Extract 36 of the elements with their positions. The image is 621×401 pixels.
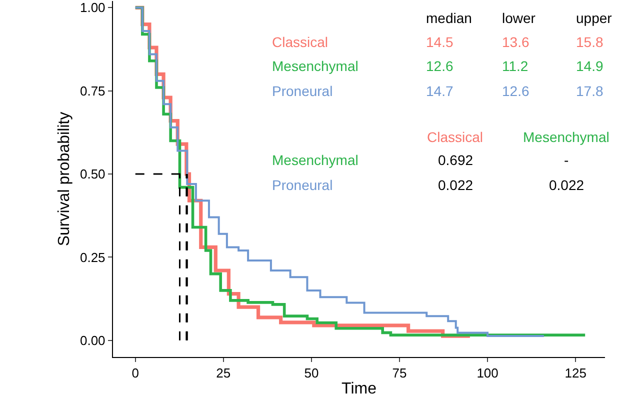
- annotation: 14.7: [426, 83, 454, 99]
- y-tick-label: 0.00: [80, 332, 106, 348]
- annotation: 13.6: [502, 34, 530, 50]
- annotation: 0.692: [438, 152, 474, 168]
- annotation: 14.5: [426, 34, 454, 50]
- annotation: 11.2: [502, 58, 528, 74]
- annotation: Mesenchymal: [272, 152, 358, 168]
- x-axis-title: Time: [342, 380, 377, 398]
- annotation: 0.022: [438, 177, 474, 193]
- annotation: 15.8: [576, 34, 604, 50]
- annotation: Proneural: [272, 83, 333, 99]
- annotation: 17.8: [576, 83, 604, 99]
- x-tick-label: 100: [476, 366, 498, 381]
- y-axis-title: Survival probability: [56, 112, 73, 246]
- x-tick-label: 75: [392, 366, 407, 381]
- annotation: median: [426, 10, 472, 26]
- annotation: 12.6: [426, 58, 454, 74]
- x-tick-label: 50: [304, 366, 319, 381]
- annotation: -: [564, 152, 569, 168]
- y-tick-label: 1.00: [80, 0, 106, 16]
- y-tick-label: 0.75: [80, 83, 106, 98]
- annotation: upper: [576, 10, 612, 26]
- annotation: Mesenchymal: [272, 58, 358, 74]
- annotation: Mesenchymal: [523, 129, 610, 145]
- annotation: Classical: [427, 129, 484, 145]
- y-tick-label: 0.50: [80, 166, 106, 182]
- annotation: Proneural: [272, 177, 333, 193]
- annotation: Classical: [272, 34, 328, 50]
- x-tick-label: 125: [564, 366, 586, 381]
- annotation: lower: [502, 10, 536, 26]
- x-tick-label: 0: [132, 366, 139, 381]
- annotation: 0.022: [549, 177, 584, 193]
- annotation: 12.6: [502, 83, 530, 99]
- annotation: 14.9: [576, 58, 604, 74]
- x-tick-label: 25: [216, 366, 231, 381]
- y-tick-label: 0.25: [80, 250, 106, 265]
